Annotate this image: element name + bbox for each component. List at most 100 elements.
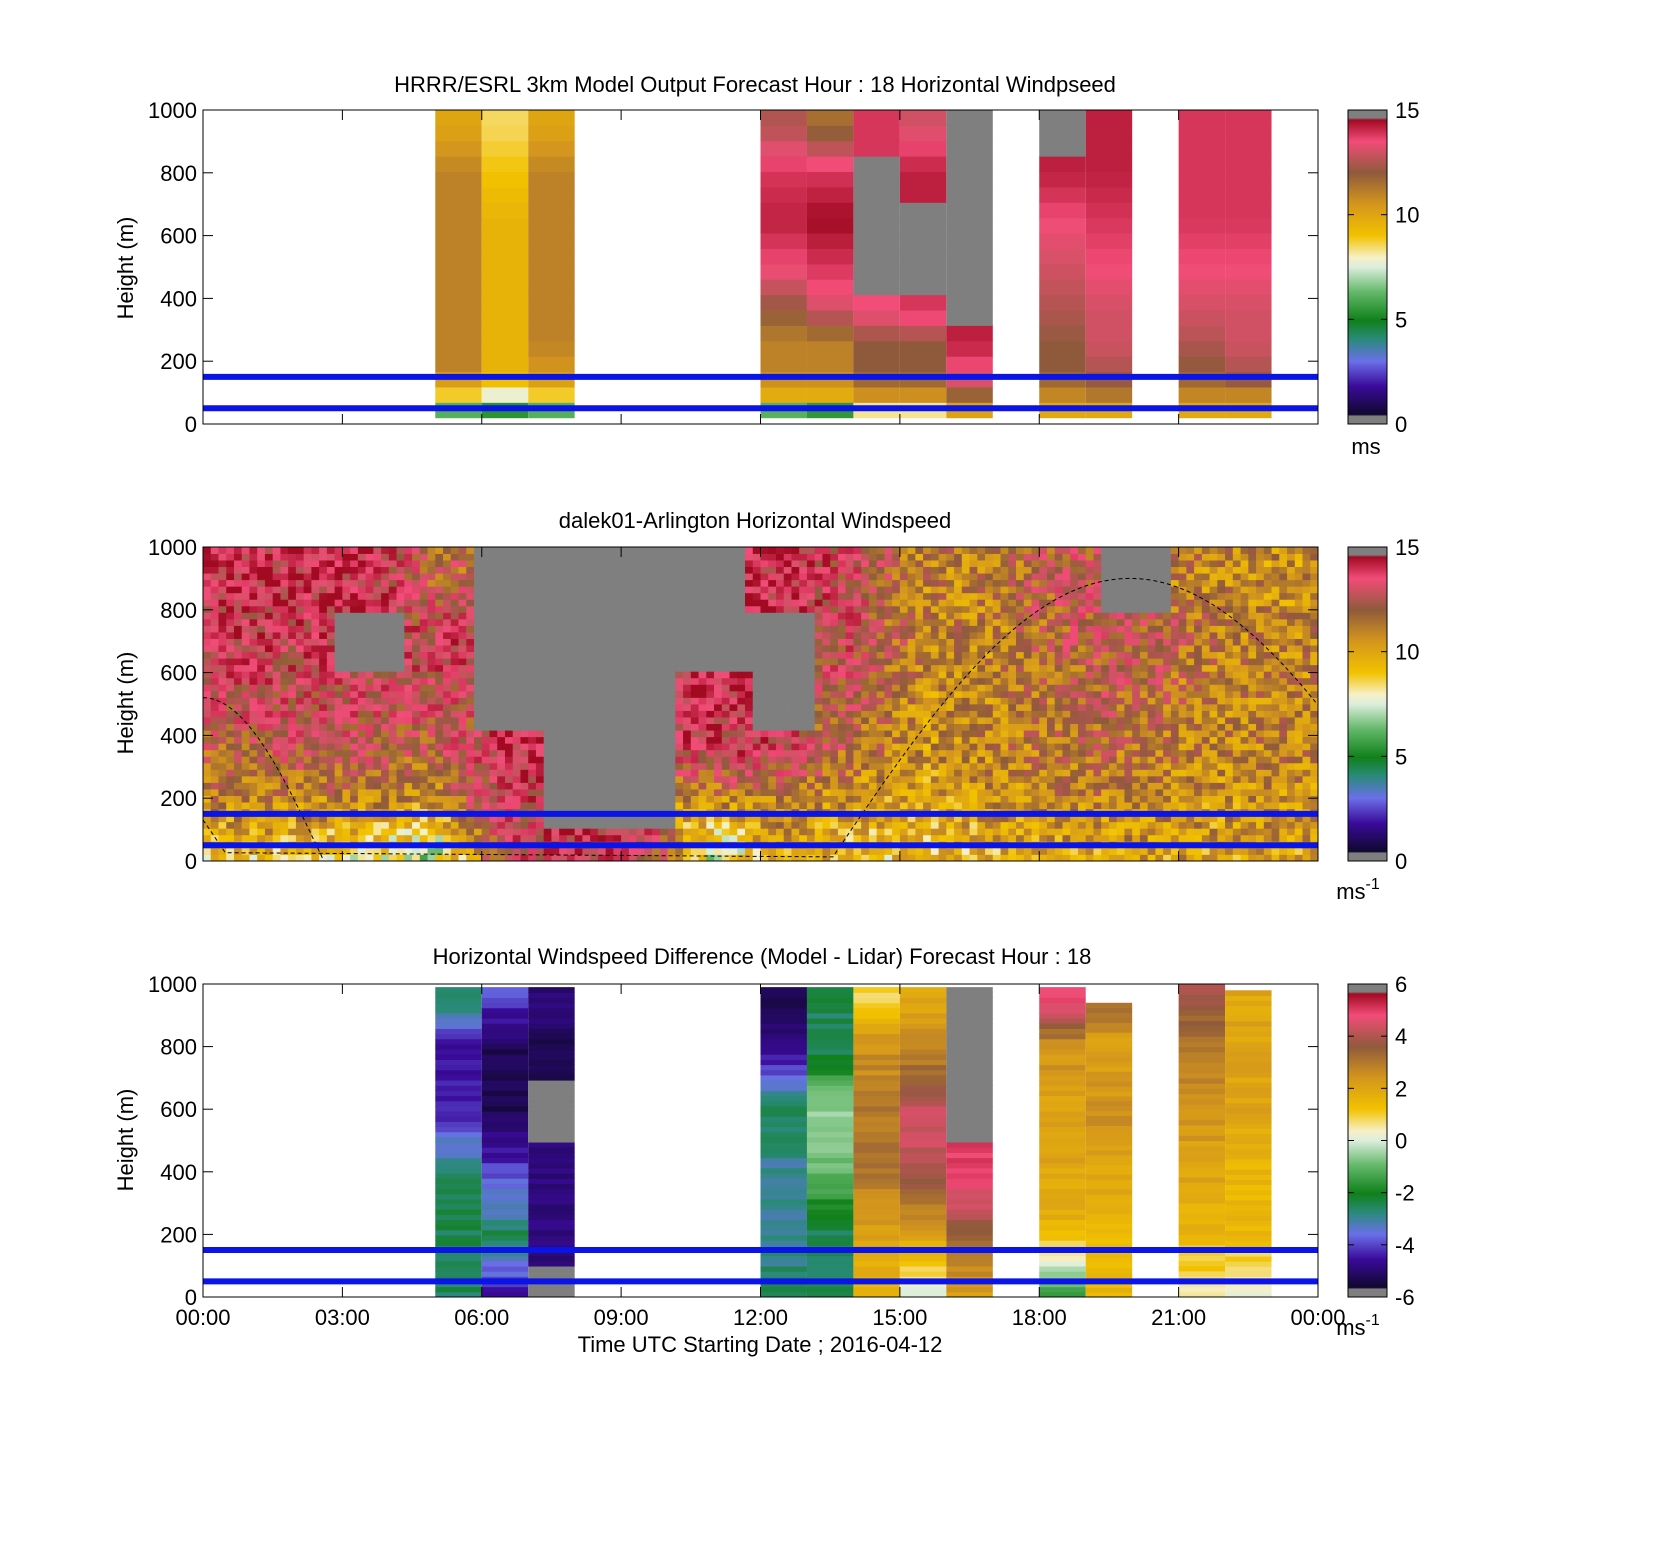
heatmap-cell	[435, 625, 444, 633]
heatmap-cell	[280, 671, 289, 679]
heatmap-cell	[628, 651, 638, 659]
heatmap-cell	[714, 854, 723, 862]
heatmap-cell	[334, 795, 343, 803]
heatmap-cell	[837, 579, 847, 587]
heatmap-cell	[210, 573, 219, 581]
heatmap-cell	[791, 579, 800, 587]
heatmap-cell	[783, 618, 792, 626]
heatmap-cell	[334, 743, 343, 751]
heatmap-cell	[690, 566, 699, 574]
heatmap-cell	[543, 677, 552, 685]
heatmap-cell	[806, 156, 854, 173]
heatmap-cell	[899, 677, 909, 685]
heatmap-cell	[853, 749, 862, 757]
heatmap-cell	[264, 547, 274, 554]
heatmap-cell	[241, 743, 250, 751]
heatmap-cell	[497, 802, 506, 810]
heatmap-cell	[582, 671, 591, 679]
heatmap-cell	[272, 599, 281, 607]
heatmap-cell	[489, 599, 498, 607]
heatmap-cell	[892, 618, 901, 626]
heatmap-cell	[613, 547, 622, 554]
heatmap-cell	[752, 592, 761, 600]
heatmap-cell	[923, 756, 932, 764]
heatmap-cell	[412, 815, 421, 823]
heatmap-cell	[621, 821, 630, 829]
heatmap-cell	[288, 815, 297, 823]
heatmap-cell	[203, 828, 212, 836]
heatmap-cell	[737, 821, 746, 829]
heatmap-cell	[365, 553, 374, 561]
heatmap-cell	[938, 618, 947, 626]
heatmap-cell	[474, 599, 483, 607]
heatmap-cell	[930, 592, 939, 600]
heatmap-cell	[319, 723, 328, 731]
heatmap-cell	[915, 658, 924, 666]
heatmap-cell	[435, 547, 444, 554]
heatmap-cell	[574, 560, 583, 568]
heatmap-cell	[272, 684, 281, 692]
heatmap-cell	[752, 795, 761, 803]
heatmap-cell	[830, 566, 839, 574]
heatmap-cell	[853, 815, 862, 823]
heatmap-cell	[272, 769, 281, 777]
heatmap-cell	[226, 605, 235, 613]
heatmap-cell	[574, 690, 583, 698]
heatmap-cell	[435, 847, 444, 855]
heatmap-cell	[412, 821, 421, 829]
heatmap-cell	[884, 573, 893, 581]
heatmap-cell	[350, 717, 359, 725]
heatmap-cell	[481, 340, 529, 357]
heatmap-cell	[659, 743, 668, 751]
heatmap-cell	[450, 690, 459, 698]
heatmap-cell	[350, 684, 359, 692]
heatmap-cell	[435, 638, 444, 646]
heatmap-cell	[729, 854, 738, 862]
heatmap-cell	[443, 749, 452, 757]
heatmap-cell	[698, 854, 707, 862]
heatmap-cell	[946, 553, 955, 561]
heatmap-cell	[923, 802, 932, 810]
heatmap-cell	[892, 717, 901, 725]
heatmap-cell	[946, 560, 955, 568]
heatmap-cell	[621, 547, 630, 554]
heatmap-cell	[636, 677, 645, 685]
heatmap-cell	[791, 795, 800, 803]
heatmap-cell	[357, 828, 366, 836]
heatmap-cell	[489, 782, 498, 790]
heatmap-cell	[504, 834, 514, 842]
heatmap-cell	[280, 560, 289, 568]
heatmap-cell	[915, 802, 924, 810]
heatmap-cell	[203, 566, 212, 574]
heatmap-cell	[938, 736, 947, 744]
heatmap-cell	[675, 547, 684, 554]
heatmap-cell	[543, 697, 552, 705]
heatmap-cell	[295, 795, 305, 803]
heatmap-cell	[1178, 110, 1226, 126]
heatmap-cell	[714, 560, 723, 568]
heatmap-cell	[845, 704, 854, 711]
heatmap-cell	[799, 756, 808, 764]
heatmap-cell	[636, 586, 645, 594]
heatmap-cell	[714, 821, 723, 829]
heatmap-cell	[210, 651, 219, 659]
heatmap-cell	[837, 573, 847, 581]
heatmap-cell	[946, 125, 993, 142]
heatmap-cell	[543, 560, 552, 568]
heatmap-cell	[419, 671, 428, 679]
heatmap-cell	[365, 769, 374, 777]
heatmap-cell	[241, 632, 250, 639]
heatmap-cell	[621, 573, 630, 581]
heatmap-cell	[698, 573, 707, 581]
heatmap-cell	[822, 664, 831, 672]
heatmap-cell	[272, 658, 281, 666]
heatmap-cell	[388, 671, 397, 679]
heatmap-cell	[1039, 248, 1086, 265]
heatmap-cell	[636, 710, 645, 718]
heatmap-cell	[551, 717, 560, 725]
heatmap-cell	[853, 847, 862, 855]
heatmap-cell	[837, 690, 847, 698]
heatmap-cell	[783, 717, 792, 725]
heatmap-cell	[334, 664, 343, 672]
heatmap-cell	[396, 775, 405, 783]
